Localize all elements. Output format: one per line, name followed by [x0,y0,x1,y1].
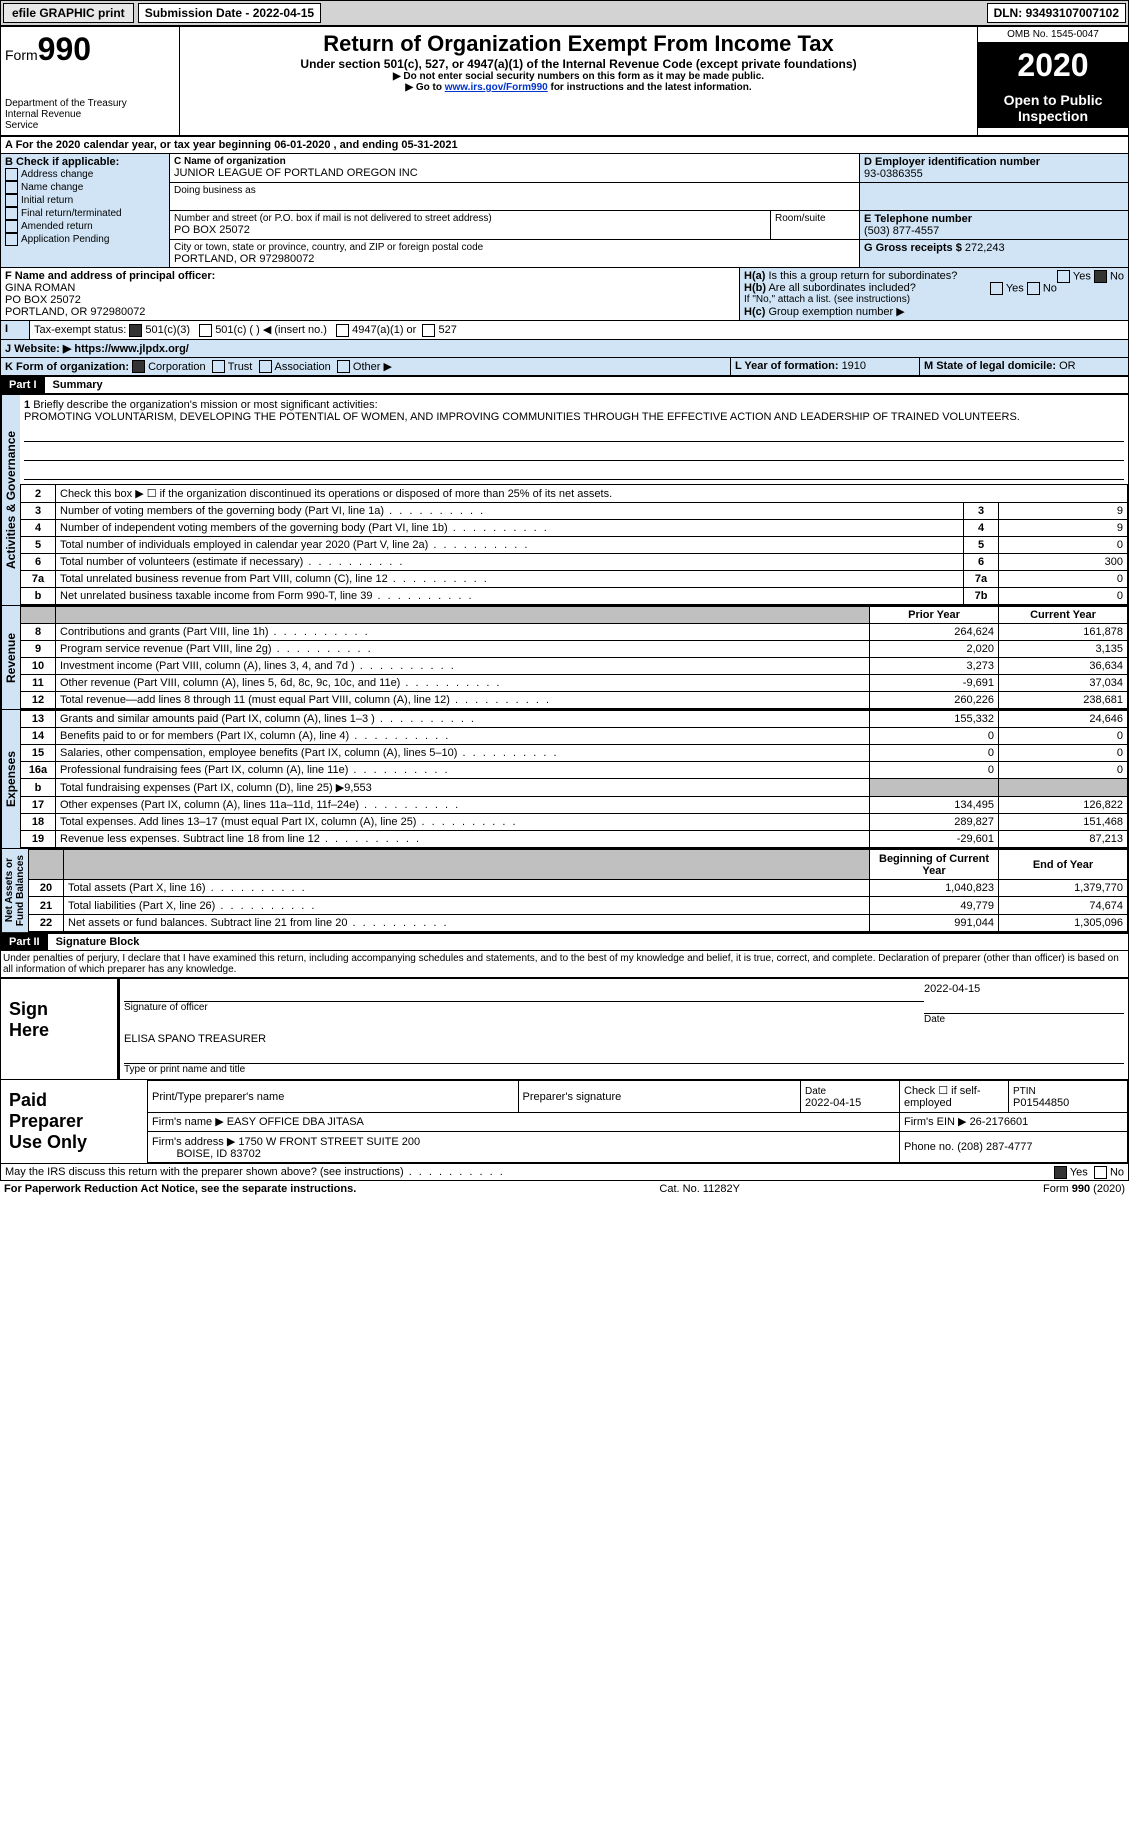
checkbox-amended-return[interactable]: Amended return [5,220,165,233]
city-label: City or town, state or province, country… [174,242,855,253]
street: PO BOX 25072 [174,224,766,236]
sig-officer-label: Signature of officer [124,1002,924,1013]
form-title: Return of Organization Exempt From Incom… [184,31,973,57]
dln: DLN: 93493107007102 [987,3,1126,23]
checkbox-application-pending[interactable]: Application Pending [5,233,165,246]
officer-addr2: PORTLAND, OR 972980072 [5,306,735,318]
section-governance: Activities & Governance [1,395,20,605]
checkbox-name-change[interactable]: Name change [5,181,165,194]
part1-header: Part I Summary [0,376,1129,394]
preparer-table: Print/Type preparer's name Preparer's si… [147,1080,1128,1163]
street-label: Number and street (or P.O. box if mail i… [174,213,766,224]
h-note: If "No," attach a list. (see instruction… [744,294,1124,305]
irs-link[interactable]: www.irs.gov/Form990 [445,82,548,93]
i-marker: I [1,321,30,339]
net-assets-table: Beginning of Current YearEnd of Year20To… [28,849,1128,932]
sig-date: 2022-04-15 [924,983,1124,995]
section-net-assets: Net Assets or Fund Balances [1,849,28,932]
l-row: L Year of formation: 1910 [731,358,920,376]
tax-exempt-status: Tax-exempt status: 501(c)(3) 501(c) ( ) … [30,321,1128,339]
officer-name: GINA ROMAN [5,282,735,294]
section-b: B Check if applicable: Address changeNam… [1,154,170,267]
name-title-label: Type or print name and title [124,1064,1124,1075]
efile-button[interactable]: efile GRAPHIC print [3,3,134,23]
warn-ssn: ▶ Do not enter social security numbers o… [184,71,973,82]
c-label: C Name of organization [174,156,855,167]
line-a: A For the 2020 calendar year, or tax yea… [0,136,1129,154]
org-name: JUNIOR LEAGUE OF PORTLAND OREGON INC [174,167,855,179]
m-row: M State of legal domicile: OR [920,358,1128,376]
ein: 93-0386355 [864,168,1124,180]
governance-table: 2Check this box ▶ ☐ if the organization … [20,484,1128,605]
link-instructions: ▶ Go to www.irs.gov/Form990 for instruct… [184,82,973,93]
form-subtitle: Under section 501(c), 527, or 4947(a)(1)… [184,57,973,71]
dept-label: Department of the Treasury Internal Reve… [5,98,175,131]
website-url[interactable]: https://www.jlpdx.org/ [74,343,188,355]
expenses-table: 13Grants and similar amounts paid (Part … [20,710,1128,848]
checkbox-address-change[interactable]: Address change [5,168,165,181]
sig-date-label: Date [924,1014,1124,1025]
officer-addr1: PO BOX 25072 [5,294,735,306]
gross-receipts: 272,243 [965,242,1005,254]
section-revenue: Revenue [1,606,20,709]
form-header: Form990 Department of the Treasury Inter… [0,26,1129,136]
phone: (503) 877-4557 [864,225,1124,237]
part2-header: Part II Signature Block [0,933,1129,951]
h-a: H(a) Is this a group return for subordin… [744,270,1124,282]
perjury-statement: Under penalties of perjury, I declare th… [0,951,1129,978]
h-b: H(b) Are all subordinates included? Yes … [744,282,1124,294]
d-label: D Employer identification number [864,156,1124,168]
paid-preparer-label: Paid Preparer Use Only [1,1080,147,1163]
officer-name-title: ELISA SPANO TREASURER [124,1033,1124,1045]
tax-year: 2020 [978,43,1128,88]
top-bar: efile GRAPHIC print Submission Date - 20… [0,0,1129,26]
checkbox-initial-return[interactable]: Initial return [5,194,165,207]
checkbox-final-return-terminated[interactable]: Final return/terminated [5,207,165,220]
discuss-row: May the IRS discuss this return with the… [0,1164,1129,1181]
f-label: F Name and address of principal officer: [5,270,735,282]
submission-date: Submission Date - 2022-04-15 [138,3,321,23]
omb-number: OMB No. 1545-0047 [978,27,1128,43]
g-label: G Gross receipts $ [864,242,965,254]
revenue-table: Prior YearCurrent Year8Contributions and… [20,606,1128,709]
open-inspection: Open to Public Inspection [978,88,1128,128]
mission-q: Briefly describe the organization's miss… [33,399,377,411]
form-number: Form990 [5,31,175,68]
mission-text: PROMOTING VOLUNTARISM, DEVELOPING THE PO… [24,411,1020,423]
dba-label: Doing business as [174,185,855,196]
h-c: H(c) Group exemption number ▶ [744,305,1124,318]
sign-here-label: Sign Here [1,979,117,1079]
section-expenses: Expenses [1,710,20,848]
website-row: J Website: ▶ https://www.jlpdx.org/ [1,340,1128,357]
room-label: Room/suite [775,213,855,224]
city: PORTLAND, OR 972980072 [174,253,855,265]
e-label: E Telephone number [864,213,1124,225]
page-footer: For Paperwork Reduction Act Notice, see … [0,1181,1129,1197]
k-row: K Form of organization: Corporation Trus… [1,358,731,376]
